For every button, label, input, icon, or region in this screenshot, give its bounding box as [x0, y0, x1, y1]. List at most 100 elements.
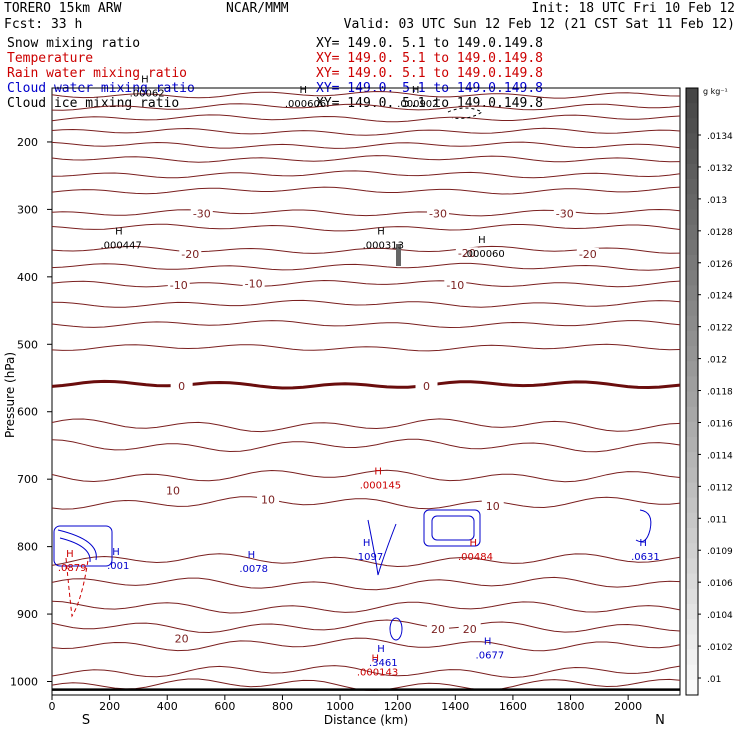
temperature-contour [51, 155, 681, 163]
colorbar-segment [686, 679, 698, 696]
temperature-label: -30 [429, 207, 447, 220]
temperature-label: -10 [446, 279, 464, 292]
maximum-marker: H [374, 467, 382, 478]
colorbar-tick-label: .0134 [707, 132, 733, 142]
colorbar-segment [686, 224, 698, 241]
maximum-marker: H [141, 75, 149, 86]
legend-label: Rain water mixing ratio [7, 66, 187, 81]
model-title: TORERO 15km ARW [4, 1, 122, 16]
temperature-label-bg [458, 622, 481, 635]
maximum-value: .000447 [100, 240, 141, 251]
cloud-water-contour [59, 537, 91, 563]
cloud-water-contour [635, 509, 652, 543]
maximum-marker: H [484, 637, 492, 648]
maximum-value: .0677 [476, 651, 505, 662]
temperature-contour [51, 279, 681, 288]
temperature-label-bg [415, 380, 438, 393]
cloud-water-contour [53, 525, 113, 567]
cloud-water-contour [389, 617, 403, 641]
maximum-value: .00062 [130, 89, 165, 100]
cloud-ice-contour [447, 107, 483, 119]
snow-shading [396, 244, 401, 266]
temperature-contour [51, 469, 681, 483]
temperature-label: -20 [181, 248, 199, 261]
temperature-label-bg [161, 484, 184, 497]
init-time: Init: 18 UTC Fri 10 Feb 12 [532, 1, 736, 16]
colorbar-segment [686, 573, 698, 590]
temperature-label: -10 [245, 278, 263, 291]
colorbar-tick-label: .0116 [707, 419, 733, 429]
x-end-right: N [655, 713, 665, 728]
maximum-marker: H [248, 550, 256, 561]
y-axis-label: Pressure (hPa) [3, 352, 17, 438]
y-tick-label: 500 [17, 338, 38, 351]
temperature-label: -20 [458, 247, 476, 260]
maximum-value: .001 [107, 561, 129, 572]
colorbar-segment [686, 512, 698, 529]
colorbar-tick-label: .0106 [707, 579, 733, 589]
temperature-label-bg [427, 622, 450, 635]
x-tick-label: 1200 [384, 700, 412, 713]
temperature-contour [51, 127, 681, 136]
colorbar-segment [686, 315, 698, 332]
colorbar-segment [686, 103, 698, 119]
cloud-water-contour [431, 515, 475, 541]
colorbar-segment [686, 543, 698, 559]
temperature-label: -30 [193, 207, 211, 220]
colorbar-segment [686, 285, 698, 301]
x-tick-label: 600 [214, 700, 235, 713]
temperature-label-bg [481, 500, 504, 513]
temperature-contour [51, 299, 681, 308]
org-title: NCAR/MMM [226, 1, 289, 16]
colorbar-segment [686, 361, 698, 377]
legend-label: Cloud ice mixing ratio [7, 96, 179, 111]
y-tick-label: 900 [17, 608, 38, 621]
colorbar-tick-label: .0104 [707, 611, 733, 621]
colorbar-segment [686, 634, 698, 650]
temperature-contour [51, 418, 681, 433]
x-tick-label: 2000 [614, 700, 642, 713]
temperature-label: 20 [175, 632, 189, 645]
x-tick-label: 0 [49, 700, 56, 713]
colorbar-tick-label: .011 [707, 515, 727, 525]
colorbar-tick-label: .013 [707, 196, 727, 206]
maximum-marker: H [469, 538, 477, 549]
forecast-hour: Fcst: 33 h [4, 17, 82, 32]
maximum-marker: H [66, 549, 74, 560]
legend-label: Temperature [7, 51, 93, 66]
colorbar-segment [686, 406, 698, 423]
colorbar-segment [686, 558, 698, 575]
temperature-contour [51, 90, 681, 99]
temperature-label-bg [190, 207, 213, 220]
colorbar-segment [686, 270, 698, 286]
y-tick-label: 400 [17, 271, 38, 284]
maximum-marker: H [115, 226, 123, 237]
temperature-label: -20 [579, 248, 597, 261]
x-tick-label: 1000 [326, 700, 354, 713]
cloud-water-contour [423, 509, 481, 547]
colorbar-tick-label: .0112 [707, 483, 733, 493]
maximum-marker: H [639, 538, 647, 549]
colorbar-segment [686, 649, 698, 666]
colorbar-segment [686, 300, 698, 317]
colorbar-segment [686, 209, 698, 226]
colorbar-segment [686, 148, 698, 165]
x-axis-label: Distance (km) [324, 713, 408, 727]
colorbar-segment [686, 588, 698, 605]
maximum-value: .1097 [355, 552, 384, 563]
temperature-label-bg [444, 278, 467, 291]
colorbar-segment [686, 421, 698, 438]
colorbar-segment [686, 330, 698, 347]
colorbar-tick-label: .0122 [707, 324, 733, 334]
colorbar-tick-label: .012 [707, 356, 727, 366]
maximum-value: .0879 [58, 563, 87, 574]
maximum-value: .0078 [239, 564, 268, 575]
legend-xy: XY= 149.0. 5.1 to 149.0.149.8 [316, 66, 543, 81]
colorbar-tick-label: .0102 [707, 643, 733, 653]
colorbar-segment [686, 254, 698, 271]
colorbar-segment [686, 118, 698, 135]
colorbar-segment [686, 133, 698, 150]
temperature-label: 20 [463, 623, 477, 636]
colorbar-segment [686, 619, 698, 635]
